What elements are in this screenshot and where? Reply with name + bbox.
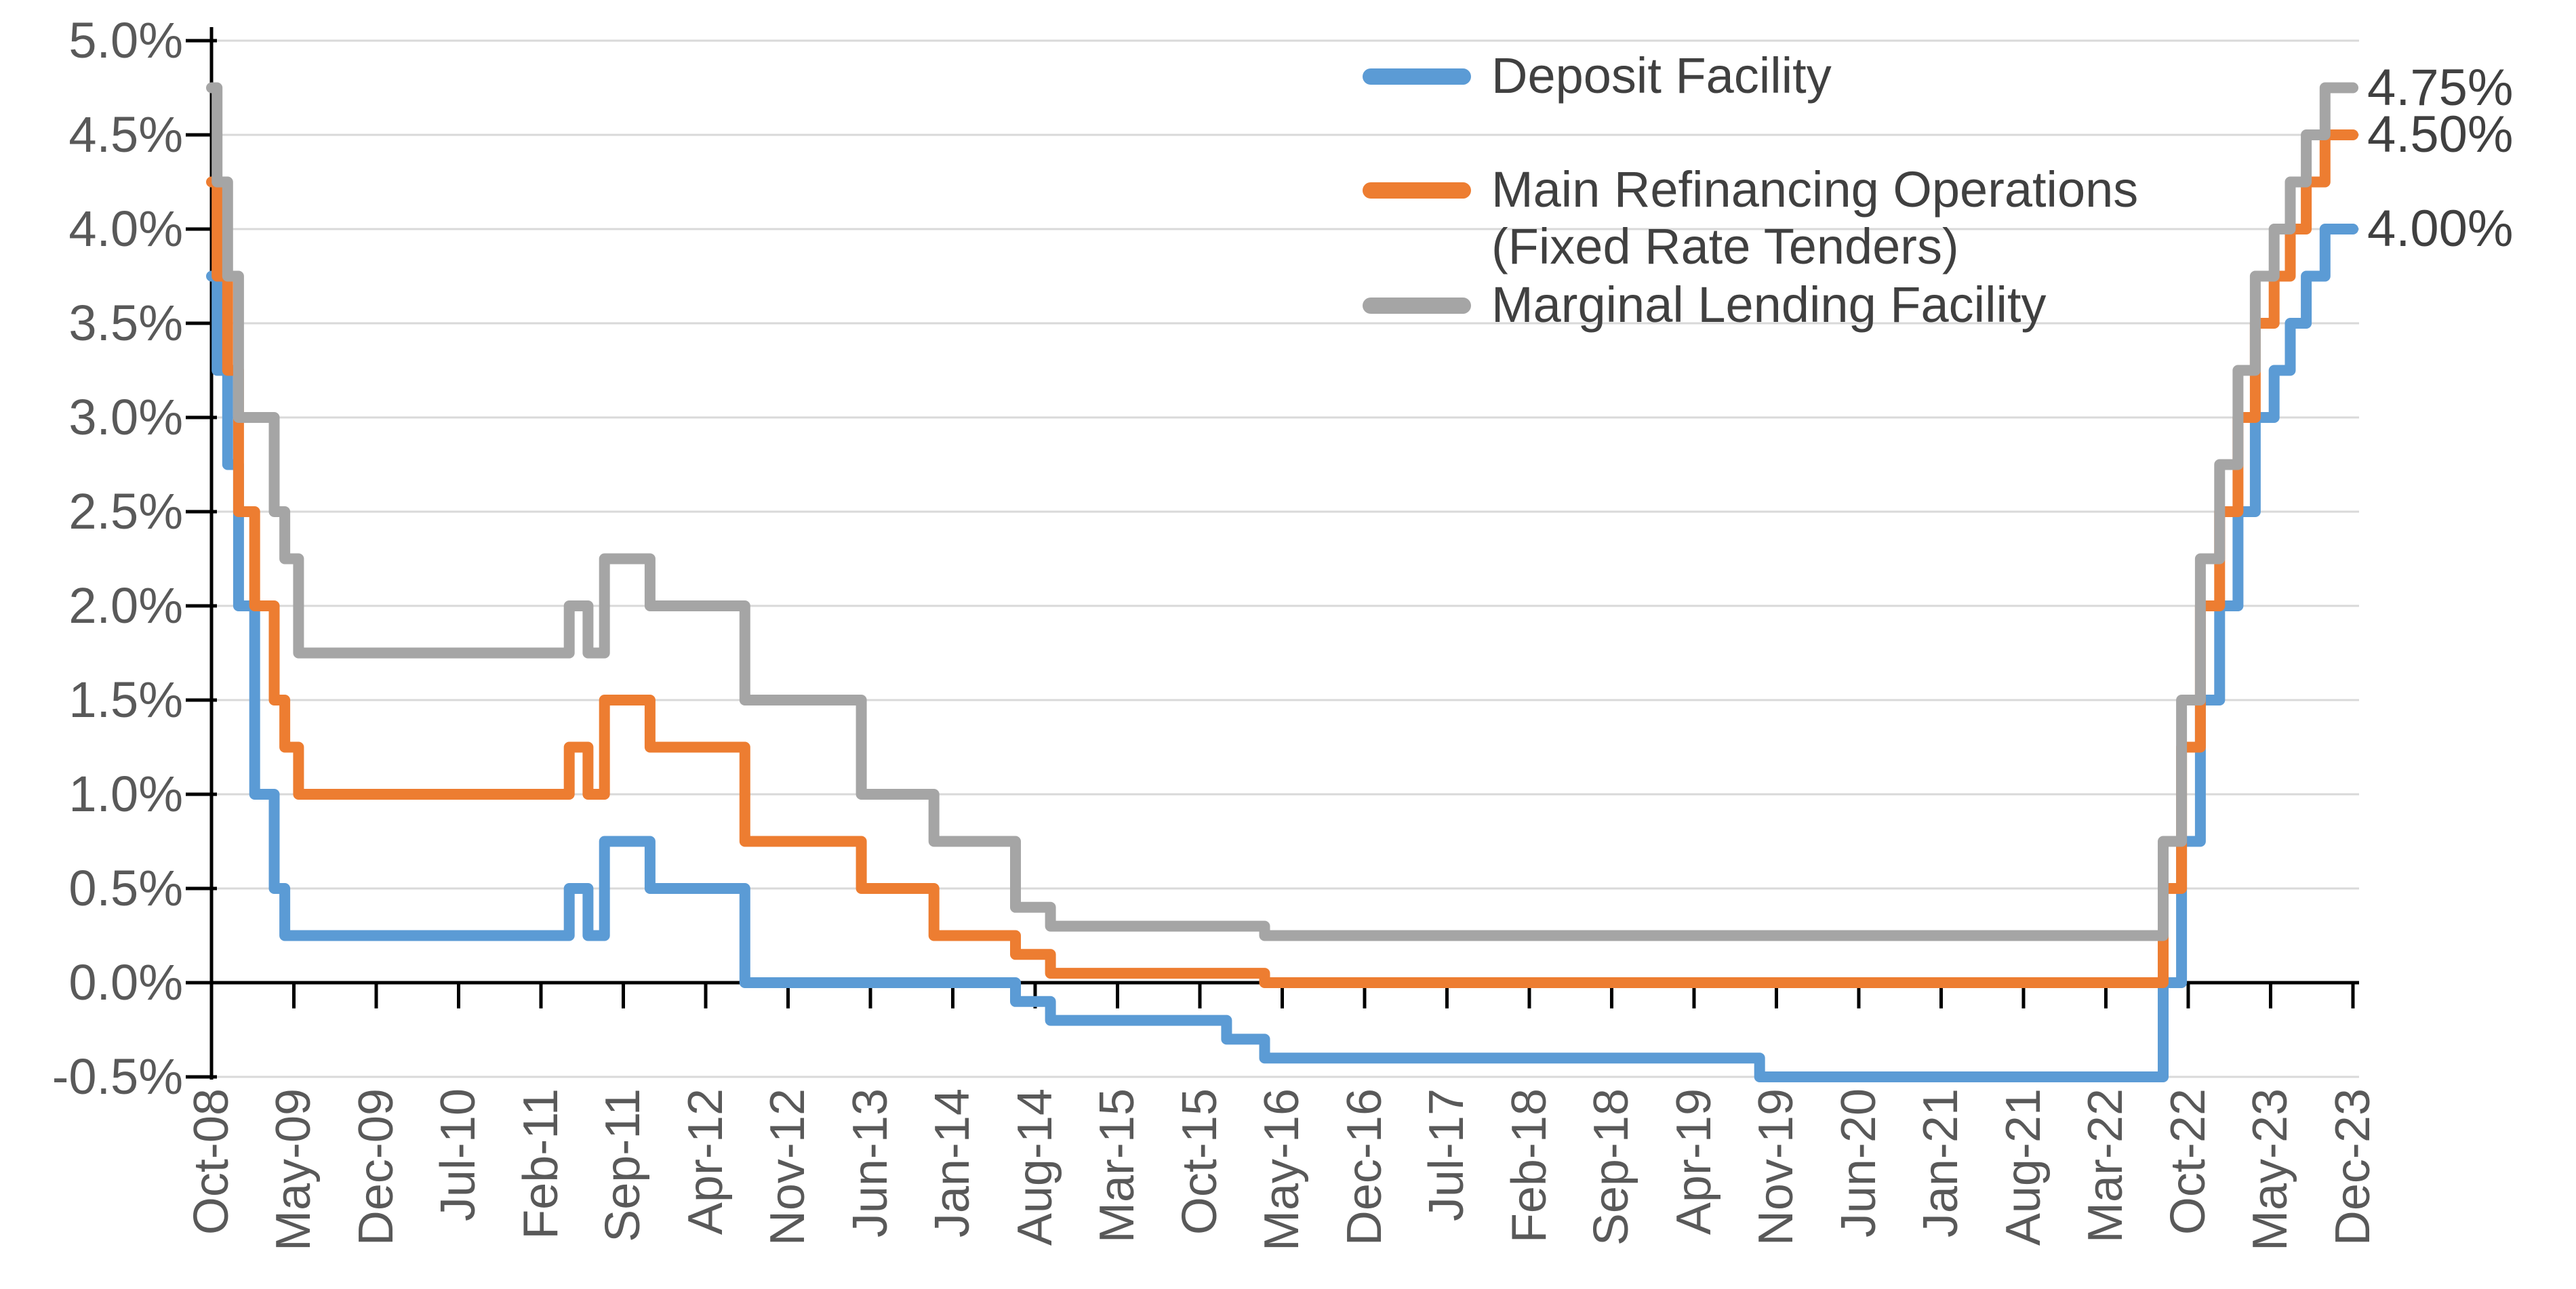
- y-axis-tick-label: 4.5%: [68, 106, 183, 163]
- y-axis-tick-label: 5.0%: [68, 12, 183, 68]
- x-axis-tick-label: Sep-11: [596, 1088, 651, 1242]
- legend-label-line: Main Refinancing Operations: [1491, 161, 2139, 218]
- y-axis-tick-label: 1.5%: [68, 672, 183, 728]
- x-axis-tick-label: May-09: [266, 1088, 321, 1251]
- x-axis-tick-label: Mar-22: [2078, 1088, 2133, 1244]
- x-axis-tick-label: Aug-21: [1996, 1088, 2051, 1246]
- x-axis-tick-label: Dec-16: [1337, 1088, 1392, 1246]
- x-axis-tick-label: May-23: [2243, 1088, 2298, 1251]
- legend-item-marginal-lending-facility: Marginal Lending Facility: [1363, 277, 2047, 333]
- y-axis-tick-label: 2.5%: [68, 483, 183, 539]
- x-axis-tick-label: Mar-15: [1090, 1088, 1145, 1244]
- x-axis-tick-label: Feb-18: [1502, 1088, 1556, 1244]
- legend-label-line: Deposit Facility: [1491, 47, 1832, 104]
- x-axis-tick-label: Jun-13: [843, 1088, 898, 1238]
- x-axis-tick-label: May-16: [1255, 1088, 1310, 1251]
- x-axis-tick-label: Nov-19: [1749, 1088, 1804, 1246]
- legend-label-line: Marginal Lending Facility: [1491, 277, 2047, 333]
- x-axis-tick-label: Oct-22: [2160, 1088, 2215, 1235]
- legend-swatch-main-refinancing-operations-icon: [1363, 182, 1471, 199]
- y-axis-tick-label: -0.5%: [52, 1048, 183, 1105]
- series-line-marginal-lending-facility: [206, 82, 2358, 941]
- x-axis-tick-label: Sep-18: [1584, 1088, 1639, 1246]
- series-end-label-marginal-lending-facility: 4.75%: [2367, 58, 2514, 117]
- x-axis-tick-label: Jul-10: [431, 1088, 486, 1222]
- x-axis-tick-label: Aug-14: [1007, 1088, 1062, 1246]
- x-axis-tick-label: Jul-17: [1420, 1088, 1474, 1222]
- x-axis-tick-label: Apr-12: [678, 1088, 733, 1235]
- y-axis-tick-label: 4.0%: [68, 201, 183, 257]
- legend-swatch-marginal-lending-facility-icon: [1363, 298, 1471, 314]
- legend-swatch-deposit-facility-icon: [1363, 68, 1471, 85]
- y-axis-tick-label: 3.0%: [68, 389, 183, 445]
- series-end-label-main-refinancing-operations: 4.50%: [2367, 106, 2514, 163]
- x-axis-tick-label: Oct-08: [184, 1088, 239, 1235]
- y-axis-tick-label: 2.0%: [68, 577, 183, 634]
- y-axis-tick-label: 1.0%: [68, 766, 183, 822]
- legend-label-line: (Fixed Rate Tenders): [1491, 218, 1959, 274]
- x-axis-tick-label: Dec-23: [2325, 1088, 2380, 1246]
- y-axis-tick-label: 0.5%: [68, 860, 183, 916]
- x-axis-tick-label: Jan-14: [925, 1088, 980, 1238]
- legend-label-main-refinancing-operations: Main Refinancing Operations (Fixed Rate …: [1491, 161, 2138, 275]
- x-axis-tick-label: Nov-12: [761, 1088, 816, 1246]
- legend-label-marginal-lending-facility: Marginal Lending Facility: [1491, 277, 2047, 333]
- legend-item-main-refinancing-operations: Main Refinancing Operations (Fixed Rate …: [1363, 161, 2138, 275]
- x-axis-tick-label: Dec-09: [348, 1088, 403, 1246]
- x-axis-tick-label: Jan-21: [1914, 1088, 1969, 1238]
- x-axis-tick-label: Oct-15: [1172, 1088, 1227, 1235]
- x-axis-tick-label: Jun-20: [1831, 1088, 1886, 1238]
- series-end-label-deposit-facility: 4.00%: [2367, 200, 2514, 258]
- x-axis-tick-label: Feb-11: [513, 1088, 568, 1240]
- y-axis-tick-label: 0.0%: [68, 954, 183, 1010]
- legend-item-deposit-facility: Deposit Facility: [1363, 47, 1832, 104]
- x-axis-tick-label: Apr-19: [1666, 1088, 1721, 1235]
- y-axis-tick-label: 3.5%: [68, 295, 183, 351]
- legend-label-deposit-facility: Deposit Facility: [1491, 47, 1832, 104]
